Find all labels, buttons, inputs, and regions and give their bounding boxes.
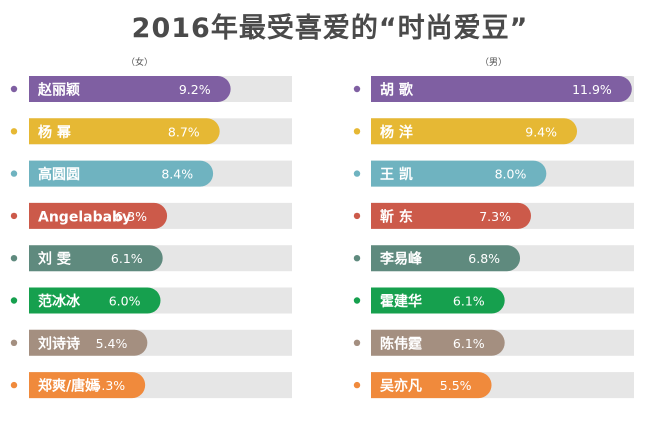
female-bar-name: 杨 幂 [38,124,72,141]
female-bar [29,245,163,272]
female-legend-dot [10,170,18,177]
female-bar-name: Angelababy [38,209,131,225]
male-bar-value: 7.3% [479,209,511,224]
male-bar-value: 6.1% [453,294,485,309]
male-bar [371,160,547,187]
male-bar [371,287,505,314]
male-legend-dot [353,297,361,304]
male-bar [371,245,521,272]
female-bar [29,76,231,102]
male-bar-name: 吴亦凡 [380,378,422,395]
male-bar-name: 杨 洋 [380,124,413,141]
male-legend-dot [353,128,361,135]
male-bar [371,372,492,399]
female-bar-value: 9.2% [179,82,211,97]
female-legend-dot [10,212,18,220]
male-bar-name: 胡 歌 [380,82,414,99]
female-legend-dot [10,255,18,262]
male-legend-dot [353,212,361,220]
male-bar-name: 王 凯 [380,166,413,183]
female-legend-dot [10,381,18,389]
female-legend-dot [10,128,18,135]
male-bar-value: 9.4% [525,124,557,139]
female-bar-value: 6.1% [111,251,143,266]
female-bar-value: 6.0% [109,294,141,309]
male-legend-dot [353,255,361,262]
male-bar [371,76,632,102]
female-bar [29,287,161,314]
female-bar-value: 5.4% [96,336,128,351]
male-bar-name: 陈伟霆 [380,335,422,352]
male-legend-dot [353,339,361,346]
female-bar [29,160,214,187]
male-subtitle: （男） [480,58,508,68]
female-bar [29,329,148,356]
female-legend-dot [10,339,18,346]
female-bar-name: 高圆圆 [38,166,80,183]
male-bar-value: 6.1% [453,336,485,351]
male-legend-dot [353,170,361,177]
male-legend-dot [353,85,361,93]
chart-title: 2016年最受喜爱的“时尚爱豆” [131,13,529,44]
female-bar-name: 刘诗诗 [38,335,80,352]
male-bar-name: 霍建华 [380,293,422,310]
male-bar-value: 8.0% [495,167,527,182]
male-bar-value: 11.9% [572,82,612,97]
female-bar [29,372,146,399]
female-legend-dot [10,297,18,304]
male-bar-name: 靳 东 [380,208,413,225]
male-bar-group: 胡 歌 11.9% 杨 洋 9.4% 王 凯 8.0% 靳 东 7.3% 李易峰 6.8% 霍建华 6… [353,76,634,399]
male-bar-name: 李易峰 [379,251,423,268]
female-subtitle: （女） [126,58,154,68]
male-legend-dot [353,381,361,389]
female-bar [29,202,168,229]
female-bar-value: 5.3% [93,378,125,393]
female-bar-name: 郑爽/唐嫣 [38,378,99,395]
female-bar-value: 8.4% [161,167,193,182]
female-bar [29,118,220,145]
female-bar-value: 8.7% [168,124,200,139]
female-bar-name: 刘 雯 [38,251,72,268]
female-bar-name: 范冰冰 [38,293,81,310]
male-bar [371,202,531,229]
male-bar-value: 6.8% [468,251,500,266]
male-bar-value: 5.5% [440,378,472,393]
male-bar [371,118,578,145]
female-bar-name: 赵丽颖 [37,82,80,99]
female-bar-value: 6.3% [115,209,147,224]
female-legend-dot [10,85,18,93]
male-bar [371,329,505,356]
